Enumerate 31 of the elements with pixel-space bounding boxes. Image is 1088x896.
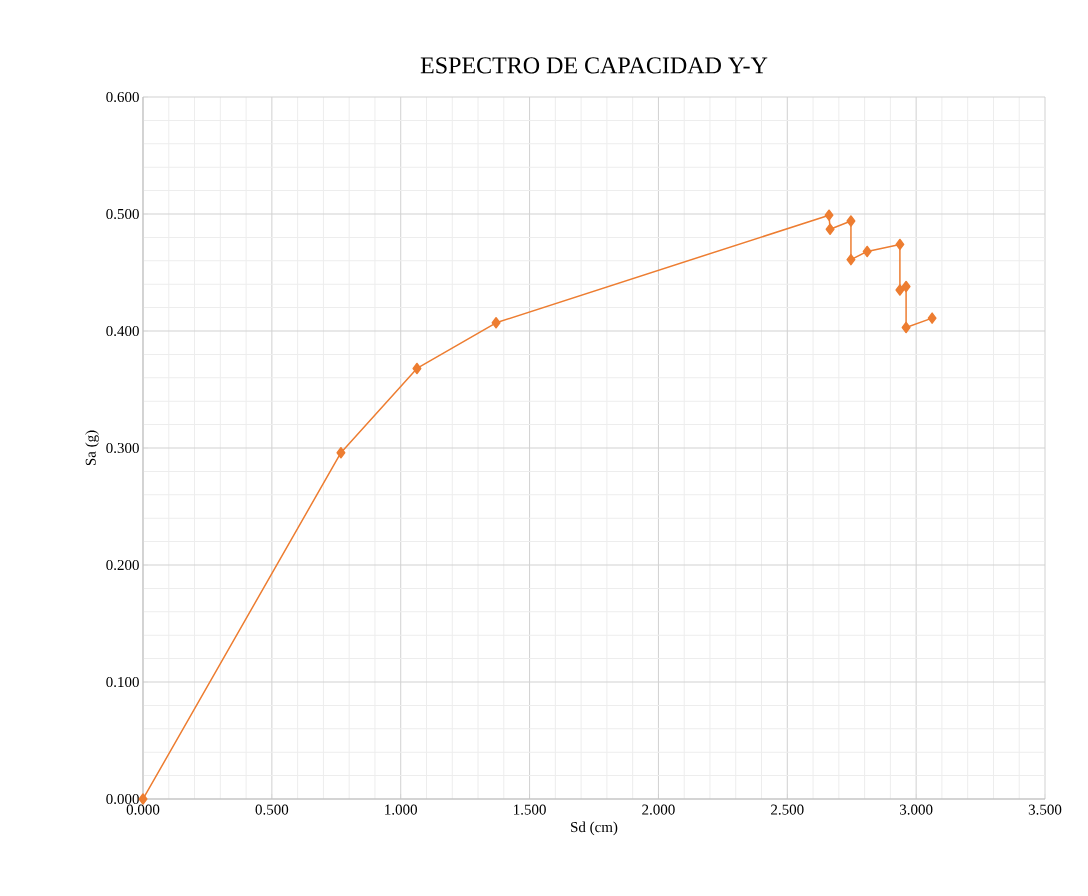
point <box>895 284 905 296</box>
point <box>901 321 911 334</box>
x-tick-label: 2.500 <box>771 804 804 815</box>
point <box>846 253 856 266</box>
y-tick-label: 0.600 <box>106 91 139 103</box>
x-axis-title: Sd (cm) <box>571 821 618 836</box>
point <box>824 209 834 221</box>
x-tick-label: 1.000 <box>385 804 418 815</box>
point <box>825 223 835 235</box>
x-tick-label: 3.500 <box>1028 804 1062 815</box>
x-tick-label: 1.500 <box>514 804 546 815</box>
y-axis-title: Sa (g) <box>85 430 99 466</box>
point <box>901 280 911 293</box>
x-tick-label: 3.000 <box>899 804 933 815</box>
y-tick-label: 0.400 <box>106 325 139 337</box>
y-tick-label: 0.200 <box>106 559 139 571</box>
point <box>846 215 856 227</box>
y-tick-label: 0.100 <box>106 676 139 688</box>
y-tick-label: 0.300 <box>106 442 139 454</box>
x-tick-label: 2.000 <box>642 804 675 815</box>
point <box>412 362 422 375</box>
x-tick-label: 0.000 <box>126 804 160 815</box>
point <box>895 238 905 251</box>
chart-title: ESPECTRO DE CAPACIDAD Y-Y <box>420 57 768 74</box>
point <box>862 245 872 258</box>
point <box>336 446 346 459</box>
y-tick-label: 0.500 <box>106 208 139 220</box>
point <box>491 317 501 329</box>
x-tick-label: 0.500 <box>255 804 289 815</box>
point <box>927 312 937 324</box>
y-tick-label: 0.000 <box>106 793 139 805</box>
